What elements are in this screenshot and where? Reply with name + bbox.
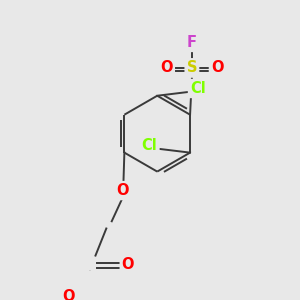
Text: Cl: Cl (142, 138, 157, 153)
Text: O: O (160, 60, 173, 75)
Text: O: O (122, 257, 134, 272)
Text: Cl: Cl (190, 81, 206, 96)
Text: S: S (187, 60, 197, 75)
Text: F: F (187, 35, 197, 50)
Text: O: O (116, 183, 129, 198)
Text: O: O (62, 289, 75, 300)
Text: O: O (211, 60, 224, 75)
